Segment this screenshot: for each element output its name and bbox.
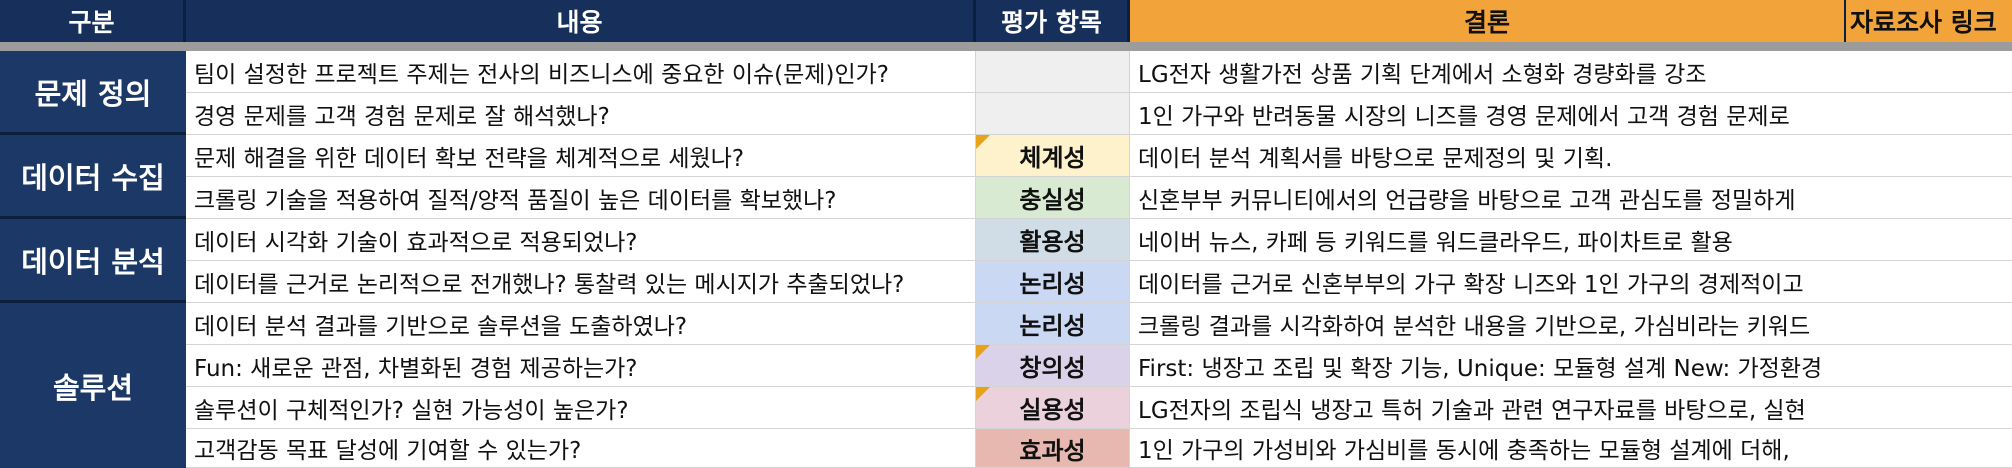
question-cell[interactable]: 데이터 분석 결과를 기반으로 솔루션을 도출하였나? (186, 303, 976, 345)
evaluation-cell[interactable]: 체계성 (976, 135, 1130, 177)
conclusion-cell[interactable]: 신혼부부 커뮤니티에서의 언급량을 바탕으로 고객 관심도를 정밀하게 (1130, 177, 2012, 219)
category-data-analysis[interactable]: 데이터 분석 (0, 219, 186, 303)
table-row: 솔루션이 구체적인가? 실현 가능성이 높은가? 실용성 LG전자의 조립식 냉… (186, 387, 2012, 429)
conclusion-cell[interactable]: First: 냉장고 조립 및 확장 기능, Unique: 모듈형 설계 Ne… (1130, 345, 2012, 387)
evaluation-cell[interactable]: 논리성 (976, 261, 1130, 303)
evaluation-label: 실용성 (1019, 396, 1086, 424)
table-row: 경영 문제를 고객 경험 문제로 잘 해석했나? 1인 가구와 반려동물 시장의… (186, 93, 2012, 135)
category-data-collection[interactable]: 데이터 수집 (0, 135, 186, 219)
spacer-row (0, 42, 2012, 51)
table-row: 크롤링 기술을 적용하여 질적/양적 품질이 높은 데이터를 확보했나? 충실성… (186, 177, 2012, 219)
category-solution[interactable]: 솔루션 (0, 303, 186, 468)
header-category[interactable]: 구분 (0, 0, 186, 42)
question-cell[interactable]: 솔루션이 구체적인가? 실현 가능성이 높은가? (186, 387, 976, 429)
table-row: 문제 해결을 위한 데이터 확보 전략을 체계적으로 세웠나? 체계성 데이터 … (186, 135, 2012, 177)
table-row: 데이터 시각화 기술이 효과적으로 적용되었나? 활용성 네이버 뉴스, 카페 … (186, 219, 2012, 261)
evaluation-cell[interactable]: 활용성 (976, 219, 1130, 261)
note-marker-icon[interactable] (976, 135, 990, 149)
evaluation-cell[interactable]: 충실성 (976, 177, 1130, 219)
evaluation-cell[interactable]: 논리성 (976, 303, 1130, 345)
question-cell[interactable]: 경영 문제를 고객 경험 문제로 잘 해석했나? (186, 93, 976, 135)
header-content[interactable]: 내용 (186, 0, 976, 42)
note-marker-icon[interactable] (976, 345, 990, 359)
evaluation-label: 창의성 (1019, 354, 1086, 382)
note-marker-icon[interactable] (976, 387, 990, 401)
evaluation-cell[interactable]: 실용성 (976, 387, 1130, 429)
evaluation-cell[interactable]: 창의성 (976, 345, 1130, 387)
conclusion-cell[interactable]: 1인 가구와 반려동물 시장의 니즈를 경영 문제에서 고객 경험 문제로 (1130, 93, 2012, 135)
conclusion-cell[interactable]: 데이터 분석 계획서를 바탕으로 문제정의 및 기획. (1130, 135, 2012, 177)
evaluation-cell[interactable] (976, 51, 1130, 93)
question-cell[interactable]: 크롤링 기술을 적용하여 질적/양적 품질이 높은 데이터를 확보했나? (186, 177, 976, 219)
evaluation-cell[interactable]: 효과성 (976, 429, 1130, 468)
table-row: 고객감동 목표 달성에 기여할 수 있는가? 효과성 1인 가구의 가성비와 가… (186, 429, 2012, 468)
question-cell[interactable]: Fun: 새로운 관점, 차별화된 경험 제공하는가? (186, 345, 976, 387)
table-row: 팀이 설정한 프로젝트 주제는 전사의 비즈니스에 중요한 이슈(문제)인가? … (186, 51, 2012, 93)
table-row: Fun: 새로운 관점, 차별화된 경험 제공하는가? 창의성 First: 냉… (186, 345, 2012, 387)
question-cell[interactable]: 데이터를 근거로 논리적으로 전개했나? 통찰력 있는 메시지가 추출되었나? (186, 261, 976, 303)
question-cell[interactable]: 팀이 설정한 프로젝트 주제는 전사의 비즈니스에 중요한 이슈(문제)인가? (186, 51, 976, 93)
question-cell[interactable]: 고객감동 목표 달성에 기여할 수 있는가? (186, 429, 976, 468)
question-cell[interactable]: 데이터 시각화 기술이 효과적으로 적용되었나? (186, 219, 976, 261)
category-problem-definition[interactable]: 문제 정의 (0, 51, 186, 135)
header-conclusion[interactable]: 결론 (1130, 0, 1846, 42)
conclusion-cell[interactable]: 네이버 뉴스, 카페 등 키워드를 워드클라우드, 파이차트로 활용 (1130, 219, 2012, 261)
table-row: 데이터를 근거로 논리적으로 전개했나? 통찰력 있는 메시지가 추출되었나? … (186, 261, 2012, 303)
header-link[interactable]: 자료조사 링크 (1846, 0, 2012, 42)
header-evaluation[interactable]: 평가 항목 (976, 0, 1130, 42)
header-row: 구분 내용 평가 항목 결론 자료조사 링크 (0, 0, 2012, 42)
question-cell[interactable]: 문제 해결을 위한 데이터 확보 전략을 체계적으로 세웠나? (186, 135, 976, 177)
conclusion-cell[interactable]: 크롤링 결과를 시각화하여 분석한 내용을 기반으로, 가심비라는 키워드 (1130, 303, 2012, 345)
table-row: 데이터 분석 결과를 기반으로 솔루션을 도출하였나? 논리성 크롤링 결과를 … (186, 303, 2012, 345)
evaluation-cell[interactable] (976, 93, 1130, 135)
conclusion-cell[interactable]: LG전자의 조립식 냉장고 특허 기술과 관련 연구자료를 바탕으로, 실현 (1130, 387, 2012, 429)
conclusion-cell[interactable]: LG전자 생활가전 상품 기획 단계에서 소형화 경량화를 강조 (1130, 51, 2012, 93)
evaluation-label: 체계성 (1019, 144, 1086, 172)
conclusion-cell[interactable]: 1인 가구의 가성비와 가심비를 동시에 충족하는 모듈형 설계에 더해, (1130, 429, 2012, 468)
conclusion-cell[interactable]: 데이터를 근거로 신혼부부의 가구 확장 니즈와 1인 가구의 경제적이고 (1130, 261, 2012, 303)
